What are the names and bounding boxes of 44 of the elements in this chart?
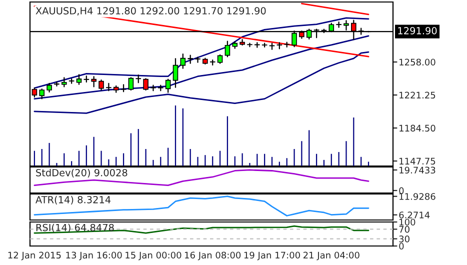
candlestick <box>180 53 186 69</box>
line-series <box>34 51 370 114</box>
x-tick-label: 12 Jan 2015 <box>8 252 61 260</box>
candlestick <box>54 81 60 87</box>
chart-title: XAUUSD,H4 1291.80 1292.00 1291.70 1291.90 <box>36 7 266 16</box>
y-tick-label: 11.9286 <box>400 193 436 200</box>
y-tick-label: 19.7433 <box>400 166 436 174</box>
candlestick <box>150 84 156 92</box>
line-series <box>34 169 370 186</box>
candlestick <box>172 58 178 88</box>
candlestick <box>143 78 148 91</box>
chart-title: ATR(14) 8.3214 <box>36 196 111 204</box>
line-series <box>34 225 370 234</box>
y-tick-label: 1221.25 <box>400 92 436 99</box>
candlestick <box>91 76 96 88</box>
x-tick-label: 19 Jan 17:00 <box>244 252 300 260</box>
candlestick <box>128 77 134 91</box>
x-tick-label: 15 Jan 00:00 <box>126 252 182 260</box>
y-tick-label: 70 <box>399 226 410 233</box>
y-tick-label: 30 <box>399 236 410 242</box>
chart-title: RSI(14) 64.8478 <box>36 224 114 232</box>
y-tick-label: 1147.75 <box>400 158 436 165</box>
candlestick <box>39 88 45 100</box>
candlestick <box>120 84 126 92</box>
chart-title: StdDev(20) 9.0028 <box>36 168 128 178</box>
y-tick-label: 0 <box>399 242 404 250</box>
ref-line-label: 1291.90 <box>398 27 437 34</box>
candlestick <box>76 74 82 85</box>
y-tick-label: 1258.00 <box>400 58 436 66</box>
line-series <box>34 35 370 100</box>
candlestick <box>195 56 200 63</box>
candlestick <box>210 59 216 66</box>
candlestick <box>68 78 74 84</box>
y-tick-label: 6.2714 <box>399 212 430 218</box>
y-tick-label: 1184.50 <box>400 124 436 132</box>
candlestick <box>165 78 171 93</box>
x-tick-label: 21 Jan 04:00 <box>303 252 360 260</box>
x-tick-label: 13 Jan 16:00 <box>66 252 122 260</box>
candlestick <box>98 79 104 91</box>
y-tick-label: 100 <box>400 218 416 226</box>
candlestick <box>247 42 252 48</box>
candlestick <box>224 40 230 58</box>
x-tick-label: 16 Jan 08:00 <box>185 252 241 260</box>
line-series <box>34 196 370 216</box>
